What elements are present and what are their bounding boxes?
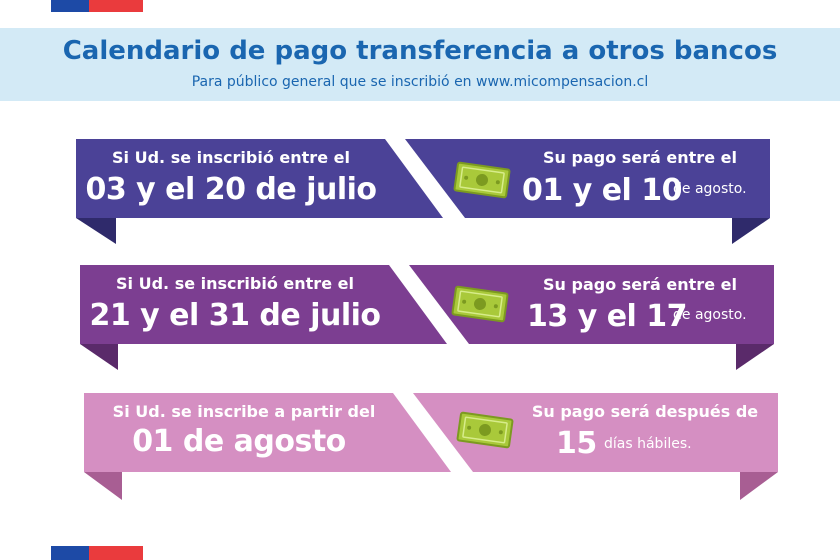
row-2-right-small: de agosto.	[673, 307, 747, 323]
row-3-left-line1: Si Ud. se inscribe a partir del	[112, 402, 376, 421]
header-banner: Calendario de pago transferencia a otros…	[0, 28, 840, 101]
row-2-right-big: 13 y el 17	[527, 299, 688, 334]
ribbon-fold-left	[84, 472, 122, 500]
ribbon-left-segment	[80, 265, 447, 344]
row-2-left-line2: 21 y el 31 de julio	[89, 298, 381, 333]
row-2-right-line1: Su pago será entre el	[543, 275, 737, 294]
ribbon-fold-right	[740, 472, 778, 500]
flag-red	[89, 546, 143, 560]
money-bill-icon	[456, 411, 514, 449]
flag-blue	[51, 0, 89, 12]
row-3-left-line2: 01 de agosto	[132, 424, 346, 459]
ribbon-fold-left	[76, 218, 116, 244]
row-3-right-small: días hábiles.	[604, 436, 692, 452]
ribbon-fold-right	[736, 344, 774, 370]
row-1-left-line1: Si Ud. se inscribió entre el	[112, 148, 350, 167]
flag-stripe-bottom	[51, 546, 143, 560]
row-1-right-big: 01 y el 10	[522, 173, 683, 208]
page-subtitle: Para público general que se inscribió en…	[191, 74, 649, 90]
row-1-right-small: de agosto.	[673, 181, 747, 197]
ribbon-right-segment	[405, 139, 770, 218]
row-2-left-line1: Si Ud. se inscribió entre el	[116, 274, 354, 293]
ribbon-right-segment	[413, 393, 778, 472]
ribbon-right-segment	[409, 265, 774, 344]
ribbon-left-segment	[84, 393, 451, 472]
row-1-left-line2: 03 y el 20 de julio	[85, 172, 377, 207]
ribbon-fold-right	[732, 218, 770, 244]
row-1-right-line1: Su pago será entre el	[543, 148, 737, 167]
flag-stripe-top	[51, 0, 143, 12]
ribbon-left-segment	[76, 139, 443, 218]
money-bill-icon	[453, 161, 511, 199]
row-3-right-line1: Su pago será después de	[531, 402, 759, 421]
page-title: Calendario de pago transferencia a otros…	[62, 36, 778, 66]
ribbon-fold-left	[80, 344, 118, 370]
row-3-right-big: 15	[556, 426, 597, 461]
flag-blue	[51, 546, 89, 560]
flag-red	[89, 0, 143, 12]
money-bill-icon	[451, 285, 509, 323]
